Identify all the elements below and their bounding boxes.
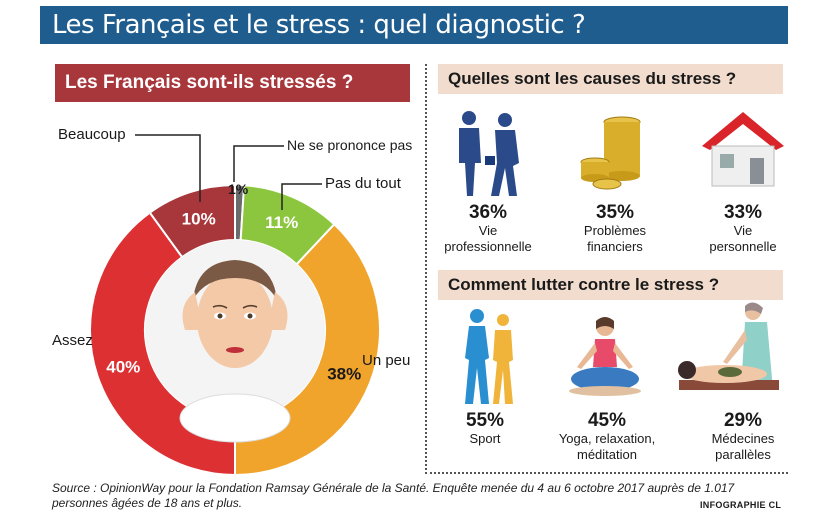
remedy-label-line1: Sport — [469, 431, 501, 446]
yoga-icon — [569, 317, 641, 396]
infographic-credit: INFOGRAPHIE CL — [700, 500, 782, 510]
remedy-sport: 55% Sport — [425, 410, 545, 447]
cause-label-line2: professionnelle — [444, 239, 532, 254]
slice-value-beaucoup: 10% — [182, 209, 216, 228]
cause-pct: 33% — [723, 202, 763, 223]
legend-label-beaucoup: Beaucoup — [58, 126, 126, 143]
massage-icon — [678, 302, 779, 390]
remedy-yoga: 45% Yoga, relaxation, méditation — [542, 410, 672, 463]
remedy-medecines-paralleles: 29% Médecines parallèles — [683, 410, 803, 463]
cause-label-line1: Vie — [478, 223, 498, 238]
causes-section-title: Quelles sont les causes du stress ? — [438, 64, 783, 94]
cause-problemes-financiers: 35% Problèmes financiers — [555, 202, 675, 255]
slice-value-un-peu: 38% — [327, 364, 361, 383]
remedy-label-line2: méditation — [577, 447, 637, 462]
businessmen-icon — [459, 111, 519, 196]
left-section-title: Les Français sont-ils stressés ? — [55, 64, 410, 102]
leader-line-pas-du-tout — [281, 183, 322, 210]
remedy-pct: 45% — [587, 410, 627, 431]
cause-label-line1: Problèmes — [583, 223, 647, 238]
stress-donut-chart: 10% 11% 38% 40% — [89, 183, 381, 477]
remedy-label-line1: Yoga, relaxation, — [558, 431, 656, 446]
slice-value-ne-se-prononce-pas: 1% — [228, 181, 249, 197]
cause-pct: 35% — [595, 202, 635, 223]
remedy-label-line1: Médecines — [711, 431, 775, 446]
remedy-pct: 29% — [723, 410, 763, 431]
coins-icon — [580, 116, 641, 190]
house-icon — [702, 112, 784, 187]
remedies-section-title: Comment lutter contre le stress ? — [438, 270, 783, 300]
remedy-label-line2: parallèles — [715, 447, 771, 462]
legend-label-assez: Assez — [52, 332, 93, 349]
section-divider-bottom — [425, 472, 788, 474]
remedy-pct: 55% — [465, 410, 505, 431]
source-note: Source : OpinionWay pour la Fondation Ra… — [52, 481, 735, 510]
legend-label-un-peu: Un peu — [362, 352, 411, 369]
cause-label-line2: personnelle — [709, 239, 777, 254]
leader-line-ne-se-prononce-pas — [233, 145, 284, 182]
page-title: Les Français et le stress : quel diagnos… — [40, 6, 788, 44]
runners-icon — [465, 309, 513, 404]
slice-value-assez: 40% — [106, 357, 140, 376]
cause-label-line1: Vie — [733, 223, 753, 238]
cause-pct: 36% — [468, 202, 508, 223]
stressed-woman-illustration — [145, 240, 325, 443]
legend-label-pas-du-tout: Pas du tout — [325, 175, 401, 192]
leader-line-beaucoup — [135, 134, 201, 202]
legend-label-ne-se-prononce-pas: Ne se prononce pas — [287, 137, 413, 153]
cause-vie-professionnelle: 36% Vie professionnelle — [428, 202, 548, 255]
cause-label-line2: financiers — [587, 239, 643, 254]
section-divider — [425, 64, 427, 474]
slice-value-pas-du-tout: 11% — [265, 213, 298, 232]
cause-vie-personnelle: 33% Vie personnelle — [683, 202, 803, 255]
